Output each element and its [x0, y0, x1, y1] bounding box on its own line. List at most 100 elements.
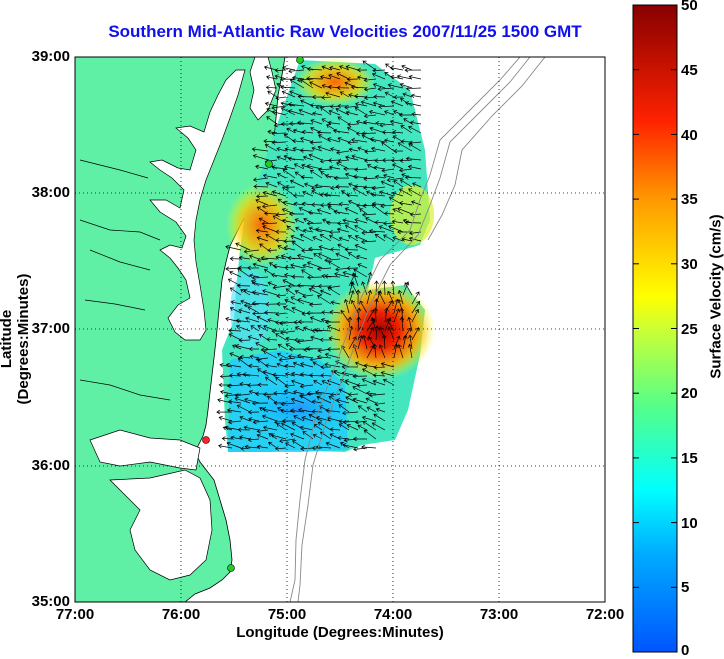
velocity-arrow: [374, 325, 380, 341]
velocity-arrow: [280, 121, 295, 127]
velocity-arrow: [388, 225, 404, 233]
velocity-arrow: [327, 120, 341, 126]
velocity-arrow: [218, 443, 233, 449]
velocity-arrow: [371, 186, 386, 191]
velocity-arrow: [263, 211, 278, 216]
velocity-arrow: [345, 64, 359, 71]
velocity-arrow: [288, 346, 305, 352]
x-tick-label: 72:00: [585, 606, 625, 623]
velocity-arrow: [347, 392, 359, 397]
velocity-arrow: [299, 383, 314, 389]
velocity-arrow: [377, 86, 395, 92]
velocity-arrow: [287, 156, 305, 162]
velocity-arrow: [262, 289, 278, 296]
velocity-arrow: [354, 234, 368, 242]
colorbar-tick-label: 20: [681, 385, 698, 402]
velocity-arrow: [311, 399, 323, 405]
velocity-arrow: [362, 420, 377, 431]
velocity-arrow: [251, 301, 269, 306]
velocity-arrow: [299, 425, 314, 431]
velocity-arrow: [284, 383, 296, 389]
velocity-arrow: [279, 330, 296, 335]
velocity-arrow: [347, 140, 359, 145]
velocity-arrow: [279, 438, 296, 444]
velocity-arrow: [356, 75, 368, 80]
velocity-arrow: [287, 354, 305, 359]
velocity-arrow: [257, 382, 269, 388]
velocity-arrow: [288, 109, 305, 116]
velocity-arrow: [398, 112, 413, 118]
velocity-arrow: [397, 344, 404, 359]
velocity-arrow: [354, 224, 368, 233]
velocity-arrow: [347, 122, 359, 127]
velocity-arrow: [284, 298, 296, 305]
velocity-arrow: [289, 79, 305, 89]
velocity-arrow: [279, 321, 296, 326]
velocity-arrow: [324, 173, 341, 179]
velocity-arrow: [361, 281, 368, 296]
velocity-arrow: [354, 244, 368, 251]
velocity-arrow: [354, 101, 368, 107]
velocity-arrow: [286, 226, 296, 233]
velocity-arrow: [320, 364, 332, 370]
velocity-arrow: [363, 86, 377, 92]
velocity-arrow: [302, 155, 314, 161]
velocity-arrow: [383, 211, 395, 216]
pamlico-sound: [109, 469, 213, 581]
velocity-arrow: [303, 326, 314, 332]
station-marker: [296, 56, 304, 64]
velocity-arrow: [327, 137, 341, 143]
velocity-arrow: [378, 104, 395, 109]
velocity-arrow: [351, 137, 368, 143]
velocity-arrow: [256, 257, 269, 263]
velocity-arrow: [352, 397, 368, 404]
velocity-arrow: [256, 428, 269, 434]
velocity-arrow: [274, 68, 287, 73]
velocity-arrow: [271, 105, 287, 110]
velocity-arrow: [256, 236, 269, 242]
velocity-arrow: [366, 271, 373, 287]
velocity-arrow: [338, 404, 350, 413]
velocity-arrow: [222, 425, 233, 431]
velocity-arrow: [288, 211, 305, 217]
velocity-arrow: [348, 147, 359, 152]
velocity-arrow: [363, 95, 377, 101]
velocity-arrow: [309, 103, 323, 108]
velocity-arrow: [235, 343, 251, 350]
velocity-arrow: [264, 101, 278, 107]
x-tick-label: 75:00: [267, 606, 307, 623]
velocity-arrow: [359, 208, 368, 215]
velocity-arrow: [276, 352, 287, 359]
velocity-arrow: [308, 153, 323, 161]
velocity-arrow: [314, 183, 332, 189]
velocity-arrow: [402, 334, 408, 350]
velocity-arrow: [258, 333, 269, 341]
velocity-arrow: [285, 343, 296, 350]
velocity-arrow: [373, 365, 386, 370]
velocity-arrow: [257, 324, 269, 332]
velocity-arrow: [276, 172, 287, 179]
velocity-arrow: [271, 110, 287, 116]
velocity-arrow: [396, 74, 413, 80]
velocity-arrow: [262, 225, 278, 233]
velocity-arrow: [337, 221, 350, 226]
velocity-arrow: [321, 95, 332, 100]
velocity-arrow: [363, 429, 377, 440]
velocity-arrow: [301, 416, 314, 422]
velocity-arrow: [265, 233, 278, 242]
velocity-arrow: [327, 287, 341, 296]
velocity-arrow: [238, 255, 251, 261]
velocity-arrow: [301, 248, 314, 253]
velocity-arrow: [280, 84, 296, 90]
velocity-arrow: [314, 327, 332, 333]
velocity-arrow: [310, 126, 323, 134]
velocity-arrow: [291, 241, 305, 251]
velocity-arrow: [328, 336, 341, 341]
velocity-arrow: [269, 262, 278, 269]
velocity-arrow: [282, 169, 296, 179]
velocity-arrow: [251, 275, 269, 281]
colorbar-tick-label: 45: [681, 62, 698, 79]
velocity-arrow: [311, 185, 323, 191]
velocity-arrow: [371, 204, 386, 215]
velocity-arrow: [379, 190, 395, 197]
